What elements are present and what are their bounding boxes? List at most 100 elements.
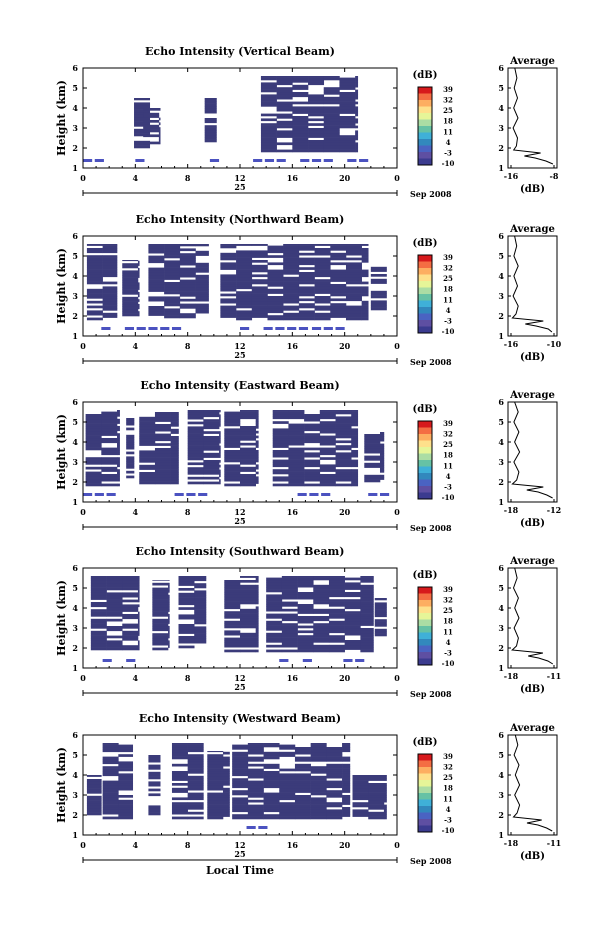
echo-cell <box>326 790 343 793</box>
echo-cell <box>179 291 196 295</box>
echo-cell <box>118 773 134 777</box>
echo-cell <box>314 279 331 282</box>
echo-cell <box>272 452 289 456</box>
echo-cell <box>360 608 374 612</box>
colorbar-tick-label: 11 <box>443 627 453 636</box>
echo-cell <box>370 290 387 294</box>
echo-cell <box>272 464 289 468</box>
echo-cell <box>148 755 161 758</box>
echo-cell <box>240 457 256 460</box>
echo-cell <box>342 756 351 760</box>
echo-cell <box>288 423 305 427</box>
average-frame <box>507 401 558 503</box>
echo-cell <box>328 589 345 593</box>
echo-cell <box>122 638 139 641</box>
echo-cell <box>298 279 315 282</box>
echo-cell <box>263 799 280 803</box>
average-y-tick-label: 2 <box>498 143 504 153</box>
echo-cell <box>314 244 331 246</box>
echo-cell <box>335 421 352 424</box>
echo-cell <box>328 623 345 626</box>
echo-cell <box>297 630 314 634</box>
echo-cell <box>224 604 241 607</box>
average-y-tick-label: 5 <box>498 83 504 93</box>
echo-cell <box>319 414 336 417</box>
colorbar-swatch <box>418 434 432 441</box>
echo-cell <box>255 644 259 648</box>
echo-cell <box>187 749 204 753</box>
low-echo-cell <box>323 327 333 330</box>
echo-cell <box>304 483 321 487</box>
echo-cell <box>288 430 305 434</box>
echo-cell <box>344 606 361 610</box>
echo-cell <box>220 245 237 249</box>
echo-cell <box>219 479 221 482</box>
colorbar-swatch <box>418 447 432 454</box>
echo-cell <box>314 308 331 311</box>
low-echo-cell <box>186 493 196 496</box>
echo-cell <box>158 136 161 140</box>
echo-cell <box>255 416 259 420</box>
echo-cell <box>118 802 134 805</box>
echo-cell <box>171 773 188 777</box>
echo-cell <box>255 625 259 629</box>
echo-cell <box>319 464 336 468</box>
echo-cell <box>86 300 103 304</box>
echo-cell <box>314 317 331 321</box>
date-label: Sep 2008 <box>410 357 452 367</box>
x-tick-label: 16 <box>287 840 299 850</box>
echo-cell <box>106 609 123 612</box>
echo-cell <box>326 763 343 767</box>
echo-cell <box>232 802 249 805</box>
echo-cell <box>344 611 361 614</box>
echo-cell <box>339 123 356 126</box>
colorbar-tick-label: 11 <box>443 295 453 304</box>
echo-cell <box>137 268 140 271</box>
echo-cell <box>137 260 140 264</box>
average-y-tick-label: 3 <box>498 123 504 133</box>
echo-cell <box>101 411 118 415</box>
echo-cell <box>118 783 134 786</box>
echo-cell <box>323 76 340 78</box>
echo-cell <box>85 445 102 448</box>
echo-cell <box>292 108 309 112</box>
echo-cell <box>379 465 385 468</box>
echo-cell <box>148 277 165 280</box>
echo-cell <box>187 452 204 456</box>
echo-cell <box>106 594 123 598</box>
echo-cell <box>148 810 161 813</box>
echo-cell <box>122 280 139 283</box>
colorbar-swatch <box>418 645 432 653</box>
echo-cell <box>203 467 220 470</box>
echo-cell <box>360 644 374 648</box>
echo-cell <box>106 635 123 639</box>
echo-cell <box>283 269 300 273</box>
echo-cell <box>267 284 284 287</box>
echo-cell <box>148 289 165 292</box>
echo-cell <box>255 606 259 610</box>
echo-cell <box>170 467 179 470</box>
echo-cell <box>106 582 123 586</box>
echo-cell <box>203 431 220 434</box>
echo-cell <box>194 631 207 634</box>
echo-cell <box>383 775 387 779</box>
echo-cell <box>251 308 268 311</box>
colorbar-swatch <box>418 300 432 308</box>
echo-cell <box>203 426 220 430</box>
echo-cell <box>207 751 224 753</box>
echo-cell <box>304 474 321 477</box>
echo-cell <box>207 814 224 817</box>
echo-cell <box>102 811 119 815</box>
echo-cell <box>224 589 241 593</box>
average-y-tick-label: 6 <box>498 563 504 573</box>
echo-cell <box>267 308 284 311</box>
echo-cell <box>170 464 179 468</box>
echo-cell <box>204 98 217 100</box>
echo-cell <box>281 587 298 590</box>
colorbar-frame <box>417 86 433 166</box>
echo-cell <box>154 474 171 478</box>
echo-cell <box>86 810 102 813</box>
echo-cell <box>102 257 118 261</box>
echo-cell <box>170 431 179 434</box>
echo-cell <box>240 433 256 436</box>
